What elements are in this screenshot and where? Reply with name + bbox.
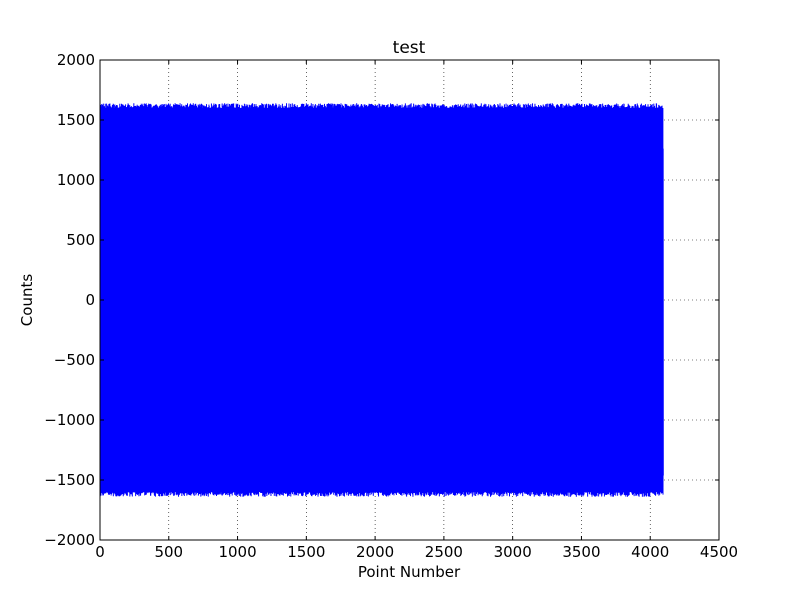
y-tick-label: −500	[54, 351, 95, 369]
x-axis-label: Point Number	[358, 563, 461, 581]
y-tick-label: −1000	[44, 411, 95, 429]
y-tick-label: 1000	[57, 171, 95, 189]
ticks-layer	[99, 59, 720, 541]
x-tick-label: 1000	[218, 543, 256, 561]
y-tick-label: 1500	[57, 111, 95, 129]
series-line	[99, 103, 664, 497]
x-tick-label: 500	[154, 543, 183, 561]
x-tick-label: 3500	[562, 543, 600, 561]
y-tick-label: 2000	[57, 51, 95, 69]
chart-title: test	[393, 38, 426, 58]
y-tick-label: −1500	[44, 471, 95, 489]
series-layer	[99, 103, 664, 497]
x-tick-label: 4500	[700, 543, 738, 561]
x-tick-label: 2500	[425, 543, 463, 561]
x-tick-label: 2000	[356, 543, 394, 561]
tick-labels-layer: 0 500 1000 1500 2000 2500 3000 3500 4000 4500 −200…	[44, 51, 738, 561]
x-tick-label: 4000	[631, 543, 669, 561]
y-tick-label: −2000	[44, 531, 95, 549]
y-tick-label: 500	[66, 231, 95, 249]
x-tick-label: 1500	[287, 543, 325, 561]
x-tick-label: 0	[95, 543, 105, 561]
y-tick-label: 0	[85, 291, 95, 309]
y-axis-label: Counts	[18, 274, 36, 327]
x-tick-label: 3000	[494, 543, 532, 561]
